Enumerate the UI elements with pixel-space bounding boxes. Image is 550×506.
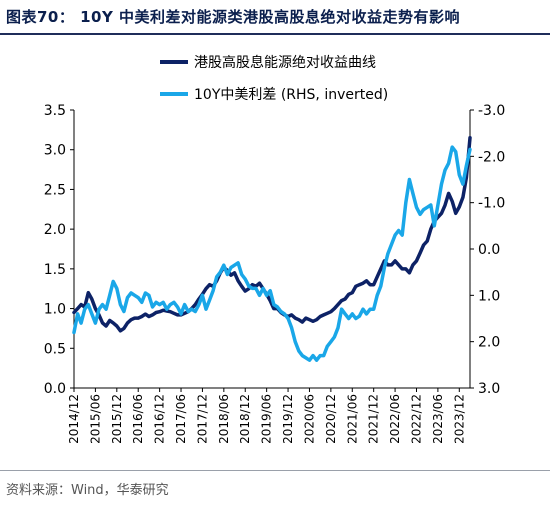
y-left-tick-label: 3.0: [44, 143, 66, 159]
y-left-tick-label: 2.0: [44, 222, 66, 238]
x-tick-label: 2015/12: [110, 394, 124, 444]
x-tick-label: 2016/06: [131, 394, 145, 444]
y-left-tick-label: 2.5: [44, 182, 66, 198]
y-right-tick-label: -2.0: [478, 149, 505, 165]
x-tick-label: 2018/12: [238, 394, 252, 444]
y-left-tick-label: 3.5: [44, 103, 66, 119]
legend: 港股高股息能源绝对收益曲线 10Y中美利差 (RHS, inverted): [160, 54, 388, 103]
y-right-tick-label: -3.0: [478, 103, 505, 119]
line-chart: 港股高股息能源绝对收益曲线 10Y中美利差 (RHS, inverted) 0.…: [44, 54, 506, 444]
y-right-tick-label: 3.0: [478, 381, 500, 397]
source-note: 资料来源：Wind，华泰研究: [6, 483, 169, 498]
title-divider: [0, 33, 550, 35]
x-tick-label: 2020/12: [324, 394, 338, 444]
x-tick-label: 2022/12: [409, 394, 423, 444]
y-left-tick-label: 0.5: [44, 341, 66, 357]
page-title: 图表70： 10Y 中美利差对能源类港股高股息绝对收益走势有影响: [6, 8, 461, 26]
legend-label-series1: 港股高股息能源绝对收益曲线: [194, 54, 376, 71]
source-divider: [0, 470, 550, 471]
x-tick-label: 2016/12: [153, 394, 167, 444]
x-tick-label: 2022/06: [388, 394, 402, 444]
x-tick-label: 2017/12: [195, 394, 209, 444]
y-right-tick-label: 1.0: [478, 288, 500, 304]
y-left-tick-label: 1.5: [44, 262, 66, 278]
x-tick-label: 2017/06: [174, 394, 188, 444]
x-tick-label: 2019/06: [260, 394, 274, 444]
x-tick-label: 2020/06: [302, 394, 316, 444]
y-left-tick-label: 0.0: [44, 381, 66, 397]
legend-label-series2: 10Y中美利差 (RHS, inverted): [194, 87, 388, 103]
x-tick-label: 2023/12: [452, 394, 466, 444]
x-tick-label: 2018/06: [217, 394, 231, 444]
x-tick-label: 2021/06: [345, 394, 359, 444]
x-tick-label: 2014/12: [67, 394, 81, 444]
x-tick-label: 2021/12: [367, 394, 381, 444]
y-right-tick-label: -1.0: [478, 196, 505, 212]
y-right-tick-label: 2.0: [478, 335, 500, 351]
x-tick-label: 2023/06: [431, 394, 445, 444]
y-left-tick-label: 1.0: [44, 302, 66, 318]
x-tick-label: 2015/06: [88, 394, 102, 444]
series-line-2: [72, 145, 472, 362]
x-tick-label: 2019/12: [281, 394, 295, 444]
y-right-tick-label: 0.0: [478, 242, 500, 258]
